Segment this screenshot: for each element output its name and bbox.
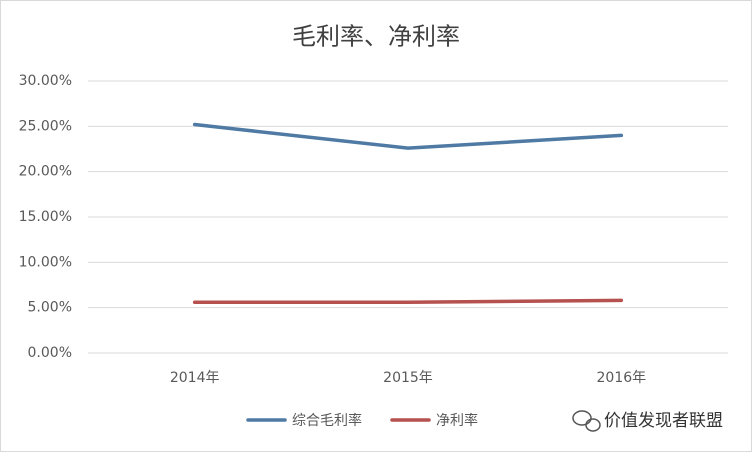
y-tick-label: 30.00% [19,73,72,89]
series-line [192,122,624,150]
watermark-icon [572,410,601,432]
watermark: 价值发现者联盟 [604,411,723,431]
y-tick-label: 5.00% [28,300,72,316]
legend-label: 净利率 [436,412,478,429]
series-line [192,298,624,304]
x-tick-label: 2014年 [170,370,220,386]
y-tick-label: 20.00% [19,164,72,180]
x-tick-label: 2016年 [597,370,647,386]
x-tick-label: 2015年 [383,370,433,386]
y-tick-label: 0.00% [28,345,72,361]
y-tick-label: 15.00% [19,209,72,225]
y-tick-label: 10.00% [19,254,72,270]
legend-label: 综合毛利率 [292,412,362,429]
chart-title: 毛利率、净利率 [292,23,460,51]
y-tick-label: 25.00% [19,118,72,134]
